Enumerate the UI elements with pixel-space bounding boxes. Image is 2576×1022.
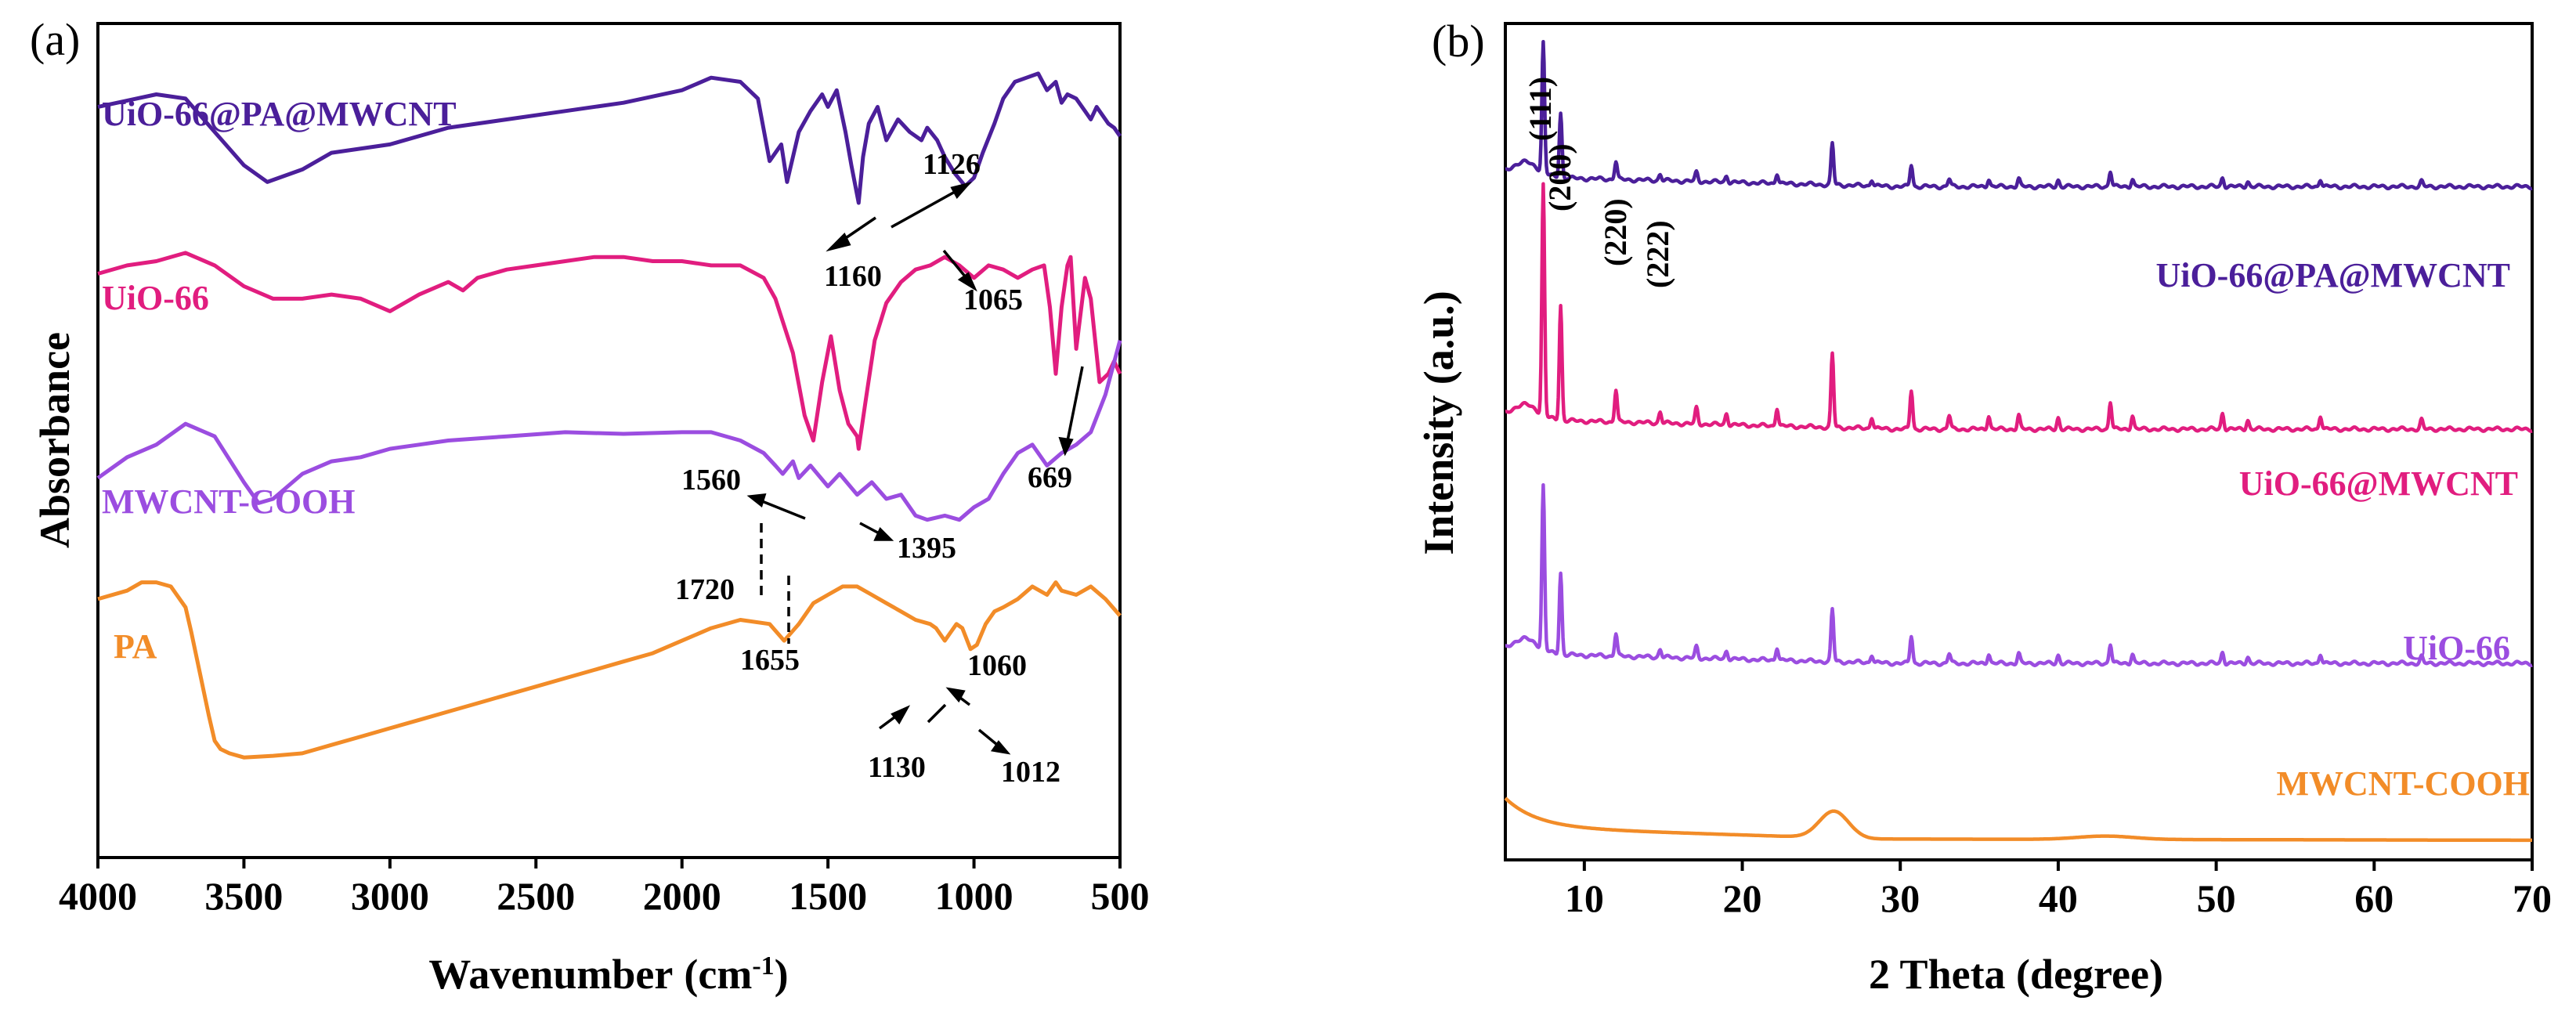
panel-b-xrd: (b) 10 20 30 40 50 60 70 (111) (200) (220) (22… (1415, 16, 2552, 998)
panel-a-dashed-markers (760, 523, 790, 644)
panel-a-xlabel-unit: (cm (684, 951, 752, 998)
panel-a-x-tick-label: 3500 (204, 874, 283, 918)
panel-a-ylabel: Absorbance (31, 332, 78, 548)
annot-1395: 1395 (897, 532, 956, 565)
panel-a-x-tick-label: 2500 (497, 874, 575, 918)
panel-b-x-ticks: 10 20 30 40 50 60 70 (1565, 860, 2552, 920)
panel-b-series (1504, 39, 2534, 843)
panel-a-xlabel-unit-close: ) (775, 951, 789, 998)
panel-a-label-uio66-pa-mwcnt: UiO-66@PA@MWCNT (102, 95, 457, 133)
panel-a-series (96, 71, 1122, 760)
panel-a-series-uio-66-pa-mwcnt (97, 71, 1122, 205)
panel-b-xlabel: 2 Theta (degree) (1869, 951, 2163, 998)
hkl-200: (200) (1542, 143, 1577, 211)
panel-b-x-tick-label: 10 (1565, 876, 1604, 920)
panel-b-series-mwcnt-cooh (1504, 796, 2534, 843)
panel-b-label-mwcnt-cooh: MWCNT-COOH (2277, 764, 2531, 803)
panel-b-label-uio66: UiO-66 (2403, 629, 2510, 667)
panel-a-xlabel-main: Wavenumber (428, 951, 673, 998)
annot-1130: 1130 (868, 751, 926, 784)
annot-1060: 1060 (967, 649, 1027, 682)
panel-a-series-pa (97, 580, 1122, 760)
panel-b-series-uio-66 (1504, 482, 2534, 667)
panel-a-ftir: (a) 4000 3500 3000 2500 2000 1500 1000 500 UiO-… (30, 14, 1150, 998)
panel-a-xlabel-unit-sup: -1 (752, 952, 774, 980)
panel-b-x-tick-label: 30 (1881, 876, 1920, 920)
panel-a-xlabel: Wavenumber (cm-1) (428, 951, 788, 998)
panel-a-label: (a) (30, 14, 80, 65)
panel-a-label-mwcnt-cooh: MWCNT-COOH (102, 482, 356, 521)
annot-1655: 1655 (740, 644, 800, 677)
panel-b-series-uio-66-mwcnt (1504, 182, 2534, 433)
panel-a-x-tick-label: 3000 (351, 874, 429, 918)
annot-669: 669 (1028, 461, 1072, 494)
panel-b-label-uio66-mwcnt: UiO-66@MWCNT (2239, 464, 2518, 503)
panel-a-x-ticks: 4000 3500 3000 2500 2000 1500 1000 500 (59, 858, 1150, 918)
panel-a-arrows (746, 181, 1084, 755)
panel-a-frame (96, 22, 1122, 859)
panel-a-label-uio66: UiO-66 (102, 279, 209, 317)
panel-a-label-pa: PA (114, 627, 157, 666)
hkl-220: (220) (1598, 198, 1633, 266)
panel-b-label-uio66-pa-mwcnt: UiO-66@PA@MWCNT (2155, 256, 2510, 294)
panel-b-frame (1504, 22, 2534, 861)
hkl-222: (222) (1640, 220, 1675, 288)
panel-b-ylabel: Intensity (a.u.) (1415, 291, 1462, 555)
annot-1012: 1012 (1001, 756, 1060, 789)
panel-a-x-tick-label: 1000 (935, 874, 1013, 918)
panel-b-x-tick-label: 60 (2354, 876, 2394, 920)
annot-1126: 1126 (923, 148, 981, 181)
panel-b-x-tick-label: 70 (2513, 876, 2552, 920)
panel-b-label: (b) (1432, 16, 1485, 67)
panel-a-x-tick-label: 4000 (59, 874, 137, 918)
panel-a-series-mwcnt-cooh (96, 340, 1122, 522)
annot-1160: 1160 (824, 260, 882, 293)
hkl-111: (111) (1523, 77, 1558, 141)
panel-b-hkl-labels: (111) (200) (220) (222) (1523, 77, 1675, 288)
annot-1560: 1560 (681, 464, 741, 497)
panel-b-x-tick-label: 20 (1723, 876, 1762, 920)
panel-a-series-uio-66 (97, 251, 1122, 451)
panel-a-x-tick-label: 1500 (789, 874, 867, 918)
panel-b-x-tick-label: 40 (2039, 876, 2078, 920)
annot-1720: 1720 (675, 573, 735, 606)
panel-b-series-uio-66-pa-mwcnt (1504, 39, 2534, 191)
panel-a-x-tick-label: 500 (1091, 874, 1150, 918)
panel-b-x-tick-label: 50 (2197, 876, 2236, 920)
panel-a-x-tick-label: 2000 (643, 874, 721, 918)
